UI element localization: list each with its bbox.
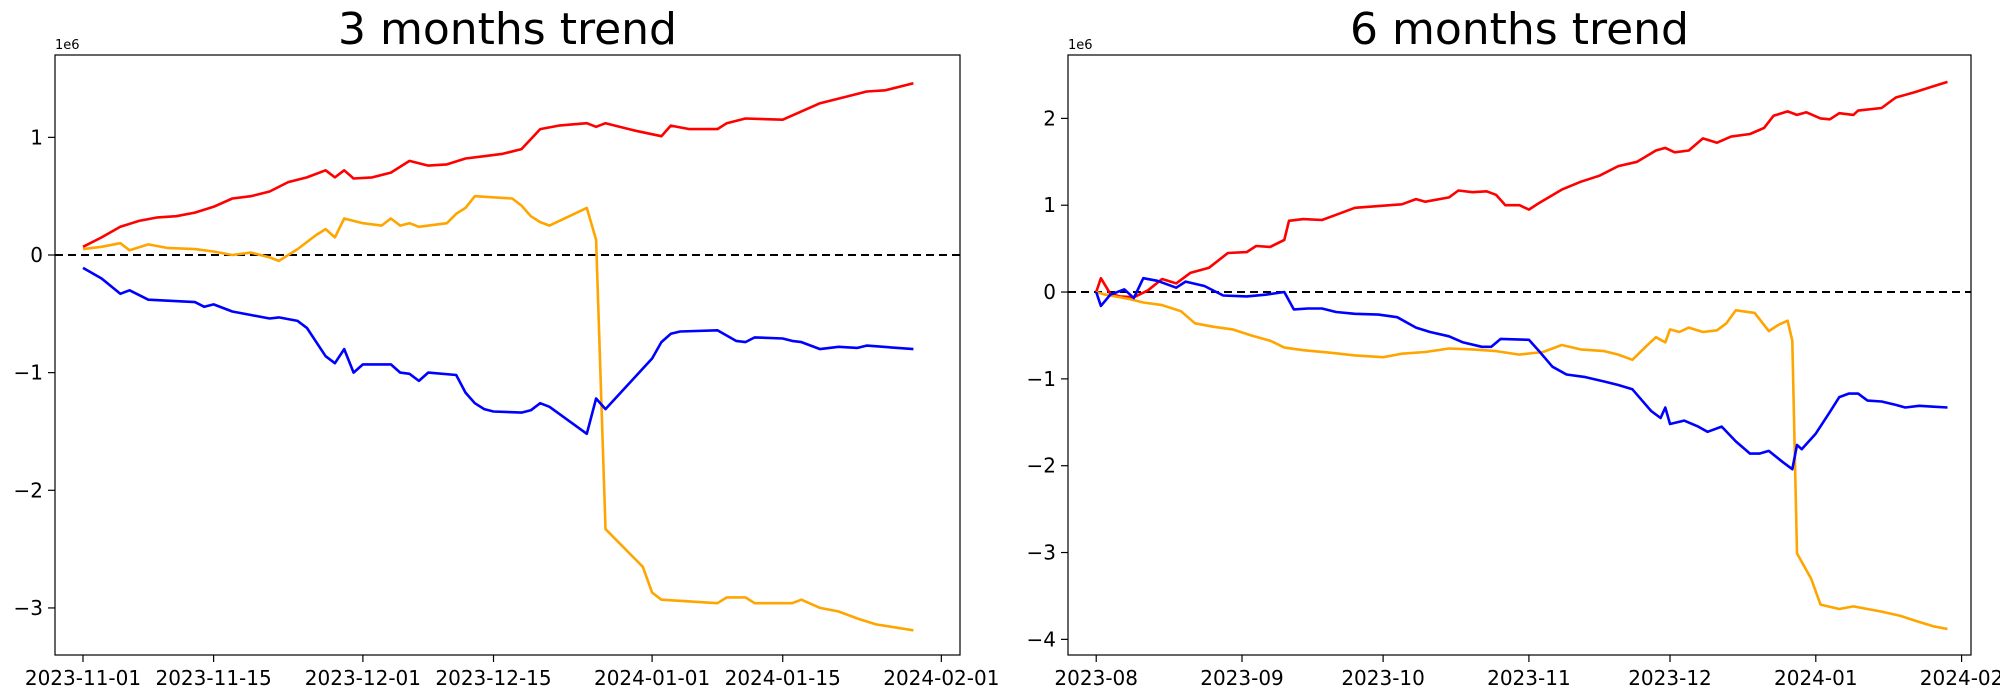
y-tick-label: −1 bbox=[1027, 367, 1056, 391]
plot-frame bbox=[1067, 54, 1972, 656]
x-tick-label: 2023-10 bbox=[1341, 666, 1425, 690]
y-offset-text: 1e6 bbox=[55, 38, 80, 53]
chart-panel-1: 3 months trend 2023-11-01 2023-11-15 2023-1… bbox=[14, 4, 1000, 690]
y-tick-label: −3 bbox=[14, 596, 43, 620]
y-tick-label: −4 bbox=[1027, 627, 1056, 651]
chart-panel-2: 6 months trend 2023-08 2023-09 2023-10 2023-… bbox=[1027, 4, 2000, 690]
y-tick-label: 2 bbox=[1043, 106, 1056, 130]
y-tick-label: −3 bbox=[1027, 541, 1056, 565]
x-tick-label: 2024-01 bbox=[1774, 666, 1858, 690]
y-offset-text: 1e6 bbox=[1068, 38, 1093, 53]
x-tick-label: 2024-01-01 bbox=[594, 666, 710, 690]
x-tick-label: 2023-11-15 bbox=[155, 666, 271, 690]
x-tick-label: 2023-09 bbox=[1200, 666, 1284, 690]
y-tick-label: 1 bbox=[1043, 193, 1056, 217]
x-tick-label: 2023-11 bbox=[1487, 666, 1571, 690]
series-line-1 bbox=[82, 81, 914, 248]
series-line-2 bbox=[1095, 290, 1948, 631]
y-tick-label: 0 bbox=[1043, 280, 1056, 304]
series-line-2 bbox=[82, 194, 914, 632]
x-tick-label: 2024-02-01 bbox=[883, 666, 999, 690]
series-line-3 bbox=[82, 266, 914, 436]
series-line-1 bbox=[1094, 80, 1948, 299]
x-tick-label: 2023-12-01 bbox=[305, 666, 421, 690]
y-tick-label: −2 bbox=[1027, 454, 1056, 478]
x-tick-label: 2023-08 bbox=[1054, 666, 1138, 690]
series-line-3 bbox=[1094, 276, 1948, 471]
y-tick-label: −2 bbox=[14, 478, 43, 502]
y-tick-label: −1 bbox=[14, 361, 43, 385]
x-tick-label: 2023-12-15 bbox=[435, 666, 551, 690]
x-tick-label: 2023-12 bbox=[1628, 666, 1712, 690]
chart-title: 6 months trend bbox=[1350, 4, 1689, 55]
x-tick-label: 2024-01-15 bbox=[725, 666, 841, 690]
y-tick-label: 1 bbox=[30, 125, 43, 149]
x-tick-label: 2023-11-01 bbox=[25, 666, 141, 690]
chart-title: 3 months trend bbox=[338, 4, 677, 55]
x-tick-label: 2024-02 bbox=[1920, 666, 2000, 690]
plot-frame bbox=[54, 54, 961, 656]
y-tick-label: 0 bbox=[30, 243, 43, 267]
